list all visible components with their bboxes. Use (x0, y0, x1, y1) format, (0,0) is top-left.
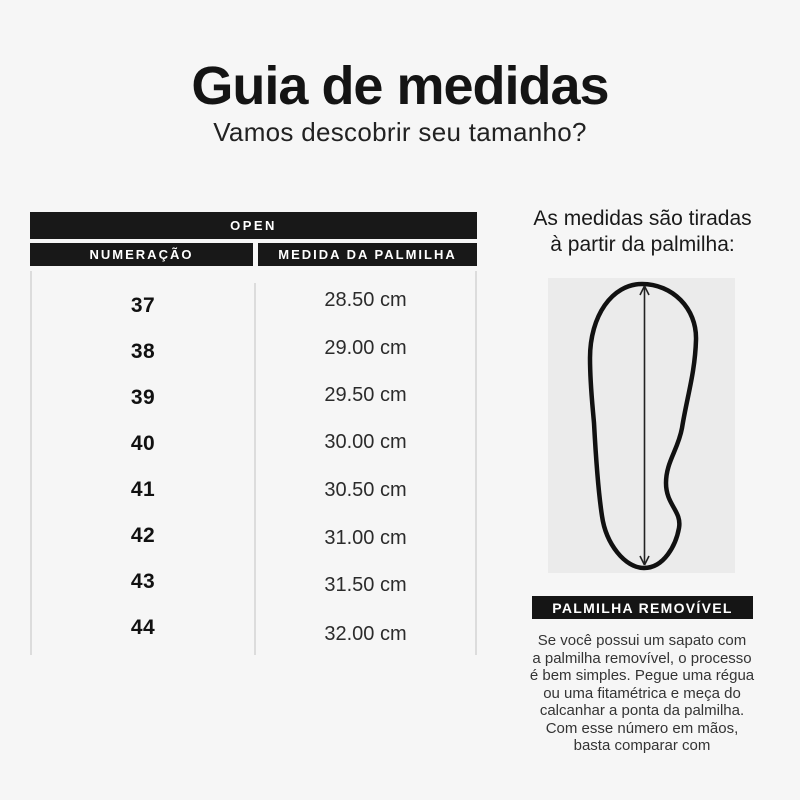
removable-insole-badge: PALMILHA REMOVÍVEL (532, 596, 753, 619)
size-cell: 41 (130, 478, 156, 501)
column-header-insole: MEDIDA DA PALMILHA (258, 243, 477, 266)
description-line: a palmilha removível, o processo (532, 649, 752, 667)
size-cell: 43 (130, 570, 156, 593)
table-column-headers: NUMERAÇÃO MEDIDA DA PALMILHA (30, 243, 477, 266)
insole-measure-column: 28.50 cm 29.00 cm 29.50 cm 30.00 cm 30.5… (256, 283, 475, 655)
insole-cell: 30.50 cm (324, 478, 407, 501)
page-title: Guia de medidas (191, 56, 609, 116)
measure-description: Se você possui um sapato com a palmilha … (502, 632, 782, 755)
description-line: Se você possui um sapato com (537, 632, 747, 649)
measure-heading: As medidas são tiradas à partir da palmi… (505, 206, 780, 258)
description-line: é bem simples. Pegue uma régua (529, 667, 755, 684)
size-column: 37 38 39 40 41 42 43 44 (32, 283, 256, 655)
column-header-size: NUMERAÇÃO (30, 243, 253, 266)
measure-heading-line: à partir da palmilha: (550, 233, 735, 256)
insole-cell: 28.50 cm (324, 288, 407, 311)
size-cell: 40 (130, 432, 156, 455)
brand-header: OPEN (30, 212, 477, 239)
insole-cell: 29.00 cm (324, 336, 407, 359)
description-line: Com esse número em mãos, (545, 719, 739, 737)
size-cell: 42 (130, 524, 156, 547)
insole-illustration (548, 278, 735, 573)
measure-heading-line: As medidas são tiradas (533, 207, 752, 230)
insole-cell: 30.00 cm (324, 430, 407, 453)
description-line: ou uma fitamétrica e meça do (543, 684, 741, 702)
size-table: OPEN NUMERAÇÃO MEDIDA DA PALMILHA 37 38 … (30, 212, 477, 655)
size-cell: 38 (130, 340, 156, 363)
page-subtitle: Vamos descobrir seu tamanho? (213, 117, 587, 147)
insole-cell: 31.50 cm (324, 573, 407, 596)
insole-cell: 31.00 cm (324, 526, 407, 549)
description-line: basta comparar com (573, 737, 711, 754)
insole-cell: 29.50 cm (324, 383, 407, 406)
size-cell: 44 (130, 616, 156, 639)
description-line: calcanhar a ponta da palmilha. (539, 702, 745, 719)
size-table-body: 37 38 39 40 41 42 43 44 28.50 cm 29.00 c… (30, 271, 477, 655)
size-cell: 39 (130, 386, 156, 409)
insole-cell: 32.00 cm (324, 622, 407, 645)
insole-outline-icon (587, 281, 699, 571)
size-cell: 37 (130, 294, 156, 317)
